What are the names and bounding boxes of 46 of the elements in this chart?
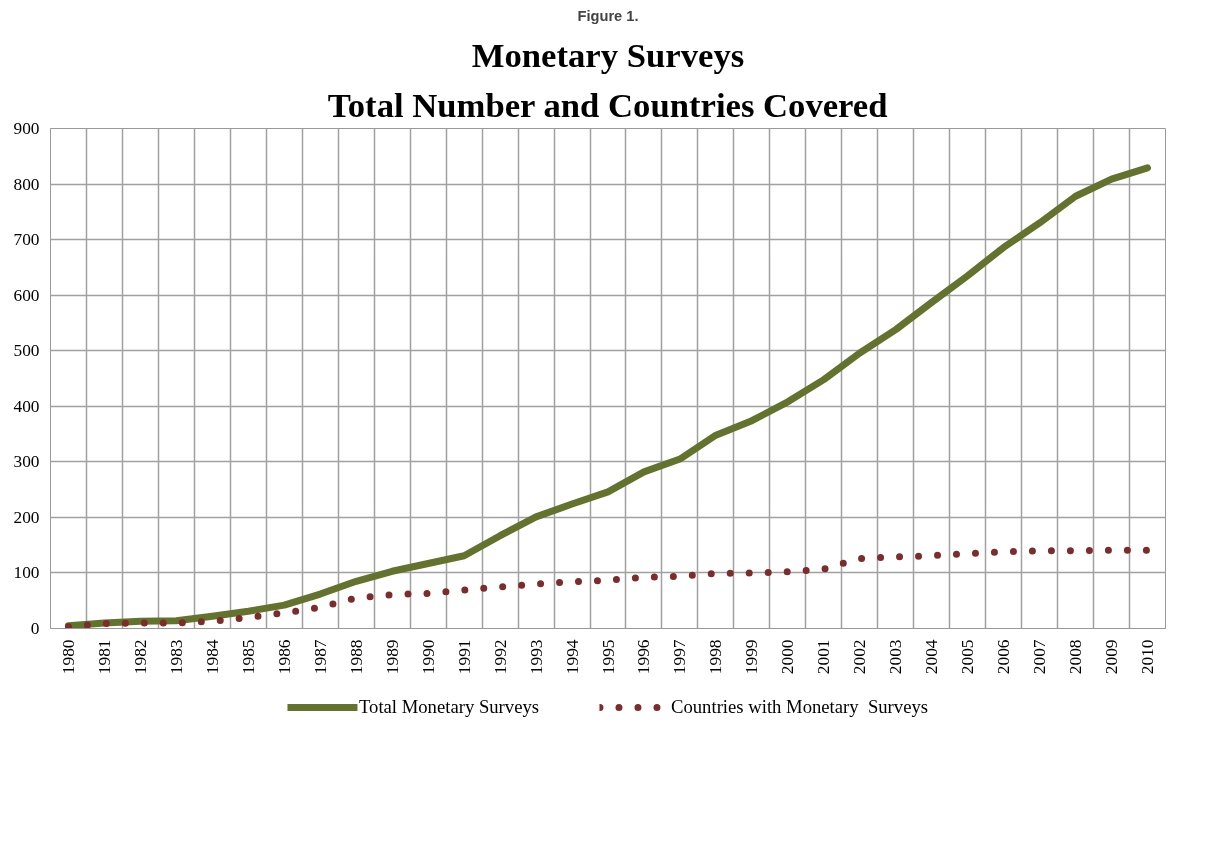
x-tick-label: 1994 (562, 639, 582, 675)
x-tick-label: 2004 (922, 639, 942, 675)
x-tick-label: 1997 (670, 639, 690, 675)
x-tick-label: 2001 (814, 639, 834, 675)
x-tick-label: 2009 (1102, 639, 1122, 675)
x-tick-label: 1993 (526, 639, 546, 675)
legend-label: Countries with Monetary Surveys (671, 696, 929, 718)
y-tick-label: 900 (13, 119, 40, 138)
chart-subtitle: Total Number and Countries Covered (327, 85, 888, 124)
y-tick-label: 600 (13, 285, 40, 305)
chart-title: Monetary Surveys (471, 35, 745, 74)
x-tick-label: 1992 (490, 639, 510, 675)
x-tick-label: 1988 (346, 639, 366, 675)
x-tick-label: 1986 (274, 639, 294, 675)
x-tick-label: 1998 (706, 639, 726, 675)
x-tick-label: 1982 (130, 639, 150, 675)
x-tick-label: 1987 (310, 639, 330, 675)
x-tick-label: 1985 (238, 639, 258, 675)
x-tick-label: 1991 (454, 639, 474, 675)
y-tick-label: 700 (13, 230, 40, 250)
x-tick-label: 1996 (634, 639, 654, 675)
x-tick-label: 2007 (1030, 639, 1050, 675)
x-tick-label: 2010 (1138, 639, 1158, 675)
x-tick-label: 2003 (886, 639, 906, 675)
x-tick-label: 2008 (1066, 639, 1086, 675)
x-tick-label: 2006 (994, 639, 1014, 675)
x-tick-label: 1983 (166, 639, 186, 675)
y-tick-label: 300 (13, 452, 40, 472)
y-tick-label: 100 (13, 563, 40, 583)
x-tick-label: 1990 (418, 639, 438, 675)
x-tick-label: 1989 (382, 639, 402, 675)
y-tick-label: 200 (13, 507, 40, 527)
legend-label: Total Monetary Surveys (358, 696, 540, 718)
x-tick-label: 1984 (202, 639, 222, 675)
x-tick-label: 1999 (742, 639, 762, 675)
y-tick-label: 0 (30, 619, 40, 638)
caption: Figure 1. (577, 7, 639, 24)
x-tick-label: 2005 (958, 639, 978, 675)
y-tick-label: 800 (13, 174, 40, 194)
x-tick-label: 2000 (778, 639, 798, 675)
x-tick-label: 2002 (850, 639, 870, 675)
x-tick-label: 1981 (94, 639, 114, 675)
x-tick-label: 1980 (58, 639, 78, 675)
y-tick-label: 500 (13, 341, 40, 361)
x-tick-label: 1995 (598, 639, 618, 675)
y-tick-label: 400 (13, 396, 40, 416)
